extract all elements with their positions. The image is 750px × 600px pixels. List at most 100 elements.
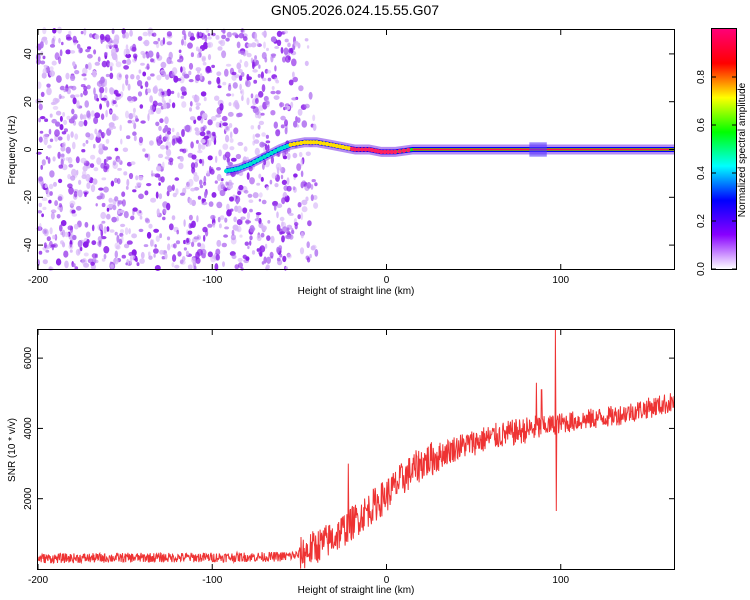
noise-speck: [297, 214, 302, 220]
noise-speck: [165, 145, 169, 150]
noise-speck: [116, 215, 119, 222]
noise-speck: [241, 216, 246, 220]
noise-speck: [158, 153, 164, 159]
noise-speck: [49, 70, 55, 77]
noise-speck: [162, 216, 166, 221]
noise-speck: [181, 90, 187, 96]
noise-speck: [38, 103, 43, 111]
noise-speck: [164, 136, 169, 140]
noise-speck: [49, 113, 53, 118]
noise-speck: [194, 161, 199, 168]
noise-speck: [269, 251, 274, 259]
noise-speck: [181, 129, 185, 137]
noise-speck: [183, 247, 187, 251]
noise-speck: [35, 53, 41, 61]
noise-speck: [96, 157, 102, 165]
noise-speck: [238, 50, 241, 54]
noise-speck: [93, 116, 99, 125]
noise-speck: [247, 193, 253, 198]
noise-speck: [119, 209, 125, 213]
noise-speck: [188, 79, 194, 83]
noise-speck: [169, 160, 173, 166]
noise-speck: [236, 41, 241, 49]
noise-speck: [199, 131, 206, 137]
noise-speck: [109, 72, 114, 80]
noise-speck: [258, 91, 264, 98]
noise-speck: [270, 156, 274, 165]
noise-speck: [84, 193, 87, 197]
noise-speck: [162, 37, 166, 45]
noise-speck: [178, 49, 182, 54]
noise-speck: [132, 189, 137, 193]
noise-speck: [202, 61, 207, 66]
noise-speck: [260, 112, 265, 116]
noise-speck: [106, 156, 109, 162]
noise-speck: [207, 155, 213, 161]
noise-speck: [54, 52, 60, 61]
noise-speck: [159, 118, 164, 124]
noise-speck: [242, 207, 248, 214]
snr-xtick-label: 100: [552, 575, 569, 586]
ridge-dot: [265, 152, 271, 158]
noise-speck: [60, 240, 64, 245]
noise-speck: [113, 177, 118, 183]
noise-speck: [267, 220, 271, 224]
noise-speck: [116, 158, 122, 164]
colorbar-gradient: [712, 29, 736, 269]
noise-speck: [71, 108, 75, 115]
noise-speck: [216, 71, 222, 76]
noise-speck: [83, 89, 88, 96]
noise-speck: [193, 236, 200, 240]
noise-speck: [264, 100, 270, 105]
noise-speck: [57, 196, 63, 201]
noise-speck: [247, 245, 250, 250]
ridge-dot: [325, 141, 330, 147]
noise-speck: [251, 250, 256, 255]
ridge-dot: [248, 161, 253, 166]
noise-speck: [50, 244, 56, 248]
noise-speck: [52, 28, 57, 34]
noise-speck: [225, 181, 228, 186]
noise-speck: [100, 113, 105, 120]
noise-speck: [105, 44, 109, 49]
noise-speck: [195, 74, 201, 81]
noise-speck: [99, 92, 103, 100]
noise-speck: [260, 71, 264, 79]
noise-speck: [215, 35, 220, 40]
noise-speck: [59, 124, 64, 131]
noise-speck: [258, 173, 262, 179]
ridge-dot: [311, 140, 316, 145]
noise-speck: [210, 136, 215, 142]
noise-speck: [284, 119, 288, 127]
noise-speck: [90, 184, 96, 193]
noise-speck: [79, 246, 83, 252]
noise-speck: [146, 63, 150, 70]
spectrogram-ytick-label: 0: [23, 146, 34, 152]
noise-speck: [45, 156, 49, 160]
noise-speck: [167, 185, 173, 193]
noise-speck: [238, 75, 243, 81]
noise-speck: [186, 250, 189, 256]
noise-speck: [201, 112, 208, 120]
noise-speck: [91, 240, 97, 246]
noise-speck: [164, 116, 169, 125]
noise-speck: [312, 114, 316, 122]
noise-speck: [222, 81, 227, 86]
noise-speck: [42, 55, 46, 60]
noise-speck: [266, 186, 269, 191]
noise-speck: [258, 120, 265, 126]
noise-speck: [288, 212, 294, 216]
noise-speck: [162, 103, 167, 110]
noise-speck: [225, 37, 230, 42]
noise-speck: [148, 223, 153, 229]
noise-speck: [64, 260, 69, 269]
noise-speck: [117, 167, 122, 171]
noise-speck: [173, 75, 179, 83]
noise-speck: [58, 93, 62, 100]
noise-speck: [72, 97, 77, 105]
noise-speck: [300, 212, 304, 221]
noise-speck: [132, 131, 137, 136]
noise-speck: [77, 249, 81, 254]
noise-speck: [267, 144, 270, 151]
noise-speck: [293, 173, 298, 178]
